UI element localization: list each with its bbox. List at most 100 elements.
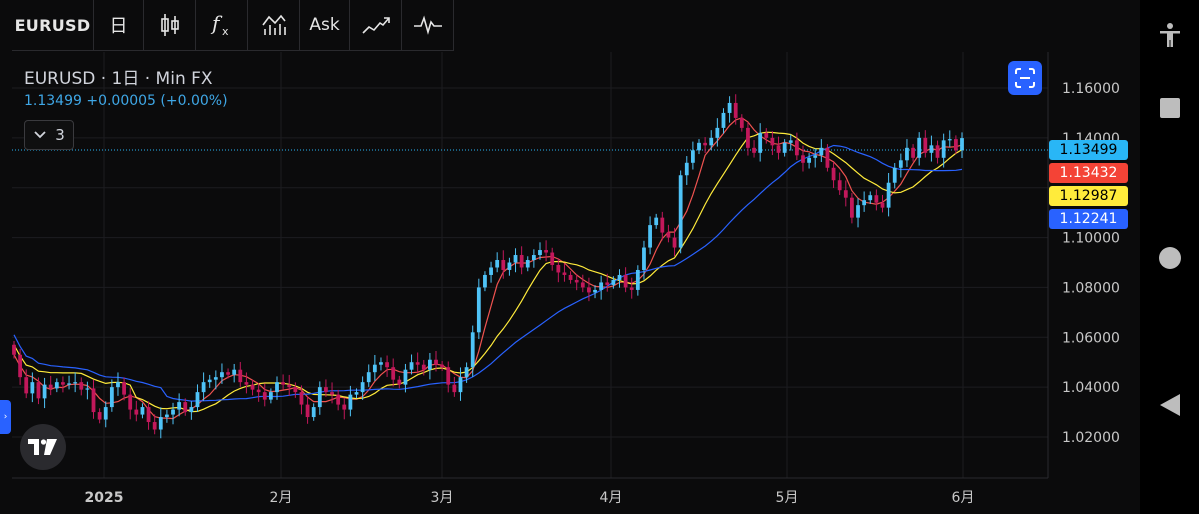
candle-body [109,387,114,408]
candle-body [403,369,408,385]
chart-legend-price: 1.13499 +0.00005 (+0.00%) [24,93,228,109]
candle-body [886,182,891,208]
candle-body [574,279,579,283]
candle-body [305,404,310,418]
candle-body [874,195,879,203]
candle-body [24,377,29,394]
accessibility-icon [1159,23,1180,47]
candle-body [158,417,163,430]
time-axis-label: 4月 [600,490,623,506]
candle-body [544,250,548,253]
candle-body [372,364,377,373]
candles-icon[interactable] [144,0,196,50]
candle-body [629,287,634,290]
candle-body [379,362,383,365]
back-button[interactable] [1140,394,1199,416]
square-icon [1159,98,1180,118]
candle-body [391,367,396,380]
candle-body [67,383,71,385]
replay-icon[interactable] [402,0,454,50]
candle-body [898,160,903,168]
svg-text:x: x [222,25,229,38]
candle-body [226,372,230,375]
candle-body [342,404,347,410]
candle-body [501,260,506,270]
drawing-panel-toggle[interactable]: › [0,400,11,434]
candle-body [556,264,561,273]
candle-body [317,387,322,408]
price-badge: 1.12987 [1049,186,1128,206]
candle-body [244,382,249,385]
candle-body [776,145,781,153]
candle-body [287,384,292,388]
price-chart[interactable]: 1.160001.140001.100001.080001.060001.040… [0,0,1140,514]
candle-body [250,384,255,390]
candle-body [489,267,493,275]
candle-body [103,407,108,420]
candle-body [30,382,35,394]
candle-body [868,195,873,201]
fullscreen-button[interactable] [1008,61,1042,95]
candle-body [213,377,218,380]
candle-body [953,139,958,151]
indicators-toggle-button[interactable]: 3 [24,120,74,150]
candle-body [165,414,169,418]
candle-body [788,140,793,143]
candle-body [905,147,909,161]
candle-body [293,387,298,393]
ma-mid-line [13,131,963,413]
candle-body [807,157,811,163]
candle-body [880,202,885,208]
recents-button[interactable] [1140,98,1199,118]
candle-body [201,382,206,393]
interval-button[interactable]: 日 [94,0,144,50]
symbol-button[interactable]: EURUSD [12,0,94,50]
candle-body [782,142,787,153]
candle-body [354,392,359,395]
price-axis-label: 1.10000 [1062,231,1120,247]
candle-body [91,388,96,413]
candle-body [733,102,738,118]
candle-body [397,379,402,385]
candle-body [336,394,341,405]
candle-body [923,137,928,153]
candle-body [617,274,622,280]
candle-body [324,387,328,393]
price-axis-label: 1.02000 [1062,430,1120,446]
tradingview-logo [20,424,66,470]
candle-body [813,155,818,158]
candle-body [562,272,567,275]
candle-body [238,369,243,383]
bar-chart-icon[interactable] [248,0,300,50]
candle-body [941,140,946,158]
candle-body [61,382,65,385]
candle-body [18,354,23,378]
candle-body [232,369,237,375]
compare-icon[interactable] [350,0,402,50]
candle-body [911,147,915,158]
candle-body [605,282,610,285]
candle-body [183,402,188,413]
candle-body [678,175,683,248]
candle-body [177,402,182,410]
candle-body [837,180,842,191]
candle-body [54,382,59,389]
candle-body [703,142,708,146]
candle-body [672,237,677,248]
candle-body [446,367,451,385]
candle-body [746,127,750,148]
time-axis-label: 3月 [431,490,454,506]
candle-body [660,217,665,233]
candle-body [128,394,133,410]
candle-body [134,409,139,415]
accessibility-button[interactable] [1140,22,1199,48]
candle-body [256,389,261,393]
candle-body [79,382,84,390]
candle-body [770,137,775,146]
candle-body [428,359,432,370]
candle-body [195,392,200,408]
home-button[interactable] [1140,246,1199,270]
price-type-button[interactable]: Ask [300,0,350,50]
